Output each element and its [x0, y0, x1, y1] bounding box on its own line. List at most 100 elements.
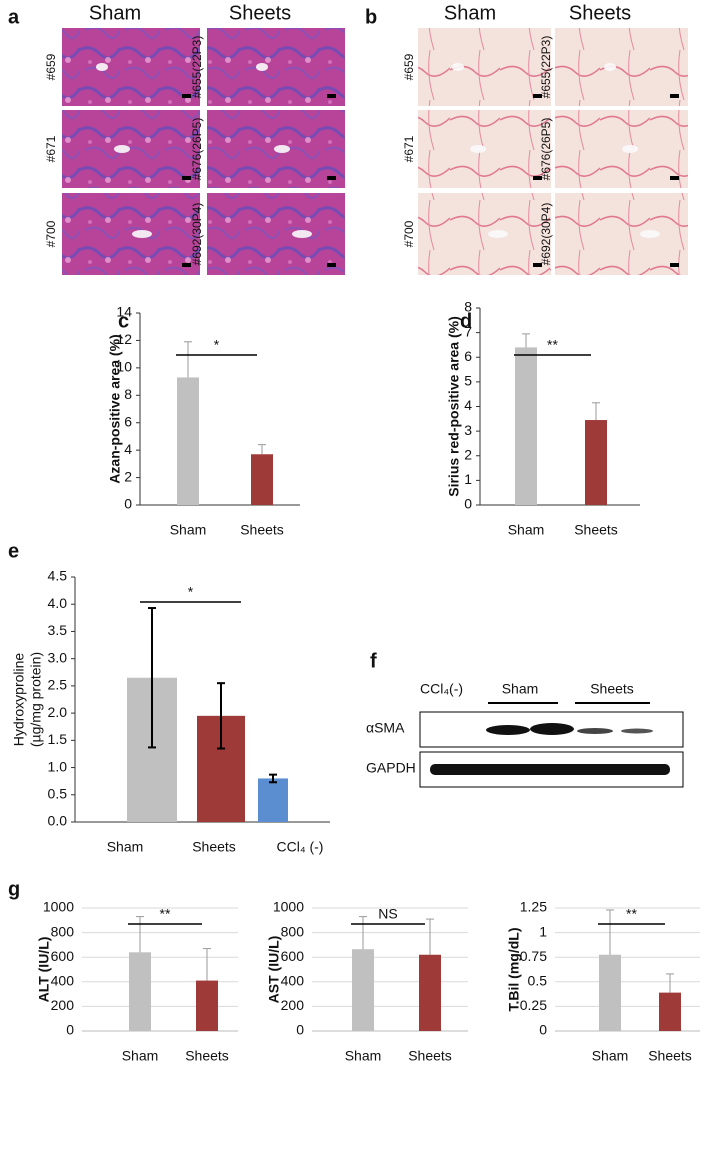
y-tick-label: 2.0: [48, 704, 68, 720]
y-tick-label: 200: [281, 997, 305, 1013]
significance-label: **: [626, 906, 637, 922]
y-tick-label: 2: [124, 468, 132, 484]
band: [486, 725, 530, 735]
panel-label: g: [8, 878, 20, 900]
lane-label: CCl₄(-): [420, 681, 463, 697]
sample-label: #692(30P4): [539, 203, 553, 266]
x-tick-label: Sheets: [192, 839, 236, 855]
y-tick-label: 3.5: [48, 622, 68, 638]
y-axis-title: AST (IU/L): [266, 936, 282, 1004]
scale-bar: [182, 176, 191, 180]
y-tick-label: 6: [124, 413, 132, 429]
panel-label: c: [118, 310, 129, 332]
y-tick-label: 0: [66, 1022, 74, 1038]
y-tick-label: 600: [51, 948, 75, 964]
group-header: Sham: [89, 2, 141, 24]
row-label: αSMA: [366, 720, 405, 736]
y-tick-label: 0.5: [528, 973, 548, 989]
y-tick-label: 2: [464, 446, 472, 462]
vessel: [114, 145, 130, 153]
band: [621, 728, 653, 734]
y-tick-label: 7: [464, 323, 472, 339]
sample-label: #655(22P3): [190, 36, 204, 99]
sample-label: #671: [402, 135, 416, 162]
y-tick-label: 400: [281, 973, 305, 989]
y-tick-label: 0.0: [48, 813, 68, 829]
scale-bar: [327, 263, 336, 267]
y-tick-label: 1: [464, 471, 472, 487]
x-tick-label: Sham: [107, 839, 144, 855]
vessel: [96, 63, 108, 71]
micrograph: [207, 28, 345, 106]
y-tick-label: 0.5: [48, 785, 68, 801]
scale-bar: [533, 94, 542, 98]
vessel: [292, 230, 312, 238]
y-tick-label: 14: [116, 304, 132, 320]
significance-label: *: [188, 584, 194, 600]
x-tick-label: Sheets: [648, 1048, 692, 1064]
micrograph: [207, 193, 345, 275]
micrograph: [62, 193, 200, 275]
y-tick-label: 4: [124, 441, 132, 457]
scale-bar: [182, 263, 191, 267]
x-tick-label: CCl₄ (-): [277, 839, 324, 855]
y-tick-label: 1.5: [48, 731, 68, 747]
x-tick-label: Sheets: [240, 522, 284, 538]
bar: [352, 949, 374, 1031]
sample-label: #676(26P5): [190, 118, 204, 181]
y-tick-label: 5: [464, 373, 472, 389]
sample-label: #692(30P4): [190, 203, 204, 266]
micrograph: [62, 28, 200, 106]
y-tick-label: 8: [464, 299, 472, 315]
y-axis-title: Sirius red-positive area (%): [446, 316, 462, 497]
band: [530, 723, 574, 735]
scale-bar: [182, 94, 191, 98]
significance-label: **: [547, 337, 558, 353]
sample-label: #676(26P5): [539, 118, 553, 181]
sample-label: #700: [402, 220, 416, 247]
sample-label: #659: [402, 53, 416, 80]
bar: [251, 454, 273, 505]
y-tick-label: 8: [124, 386, 132, 402]
y-tick-label: 400: [51, 973, 75, 989]
y-tick-label: 0.25: [520, 997, 547, 1013]
bar: [196, 980, 218, 1031]
lane-label: Sham: [502, 681, 539, 697]
micrograph: [555, 28, 688, 106]
y-tick-label: 0: [539, 1022, 547, 1038]
vessel: [622, 145, 638, 153]
x-tick-label: Sheets: [574, 522, 618, 538]
y-tick-label: 1: [539, 923, 547, 939]
vessel: [256, 63, 268, 71]
significance-label: NS: [378, 906, 397, 922]
vessel: [274, 145, 290, 153]
y-tick-label: 4.5: [48, 568, 68, 584]
row-label: GAPDH: [366, 760, 416, 776]
y-tick-label: 2.5: [48, 677, 68, 693]
micrograph: [555, 110, 688, 188]
scale-bar: [327, 94, 336, 98]
bar: [659, 992, 681, 1031]
panel-label: a: [8, 6, 20, 28]
y-tick-label: 1000: [273, 899, 304, 915]
bar: [515, 347, 537, 505]
significance-label: *: [214, 337, 220, 353]
y-axis-title: T.Bil (mg/dL): [506, 928, 522, 1012]
x-tick-label: Sham: [170, 522, 207, 538]
y-tick-label: 800: [51, 923, 75, 939]
group-header: Sheets: [229, 2, 291, 24]
bar: [177, 377, 199, 505]
group-header: Sheets: [569, 2, 631, 24]
western-blot: [419, 702, 684, 788]
x-tick-label: Sham: [508, 522, 545, 538]
y-tick-label: 12: [116, 331, 132, 347]
vessel: [604, 63, 616, 71]
sample-label: #655(22P3): [539, 36, 553, 99]
x-tick-label: Sham: [592, 1048, 629, 1064]
panel-label: b: [365, 6, 377, 28]
y-axis-title: Hydroxyproline: [11, 653, 27, 747]
y-axis-title: (µg/mg protein): [28, 652, 44, 747]
micrograph: [418, 28, 551, 106]
y-tick-label: 200: [51, 997, 75, 1013]
scale-bar: [670, 176, 679, 180]
